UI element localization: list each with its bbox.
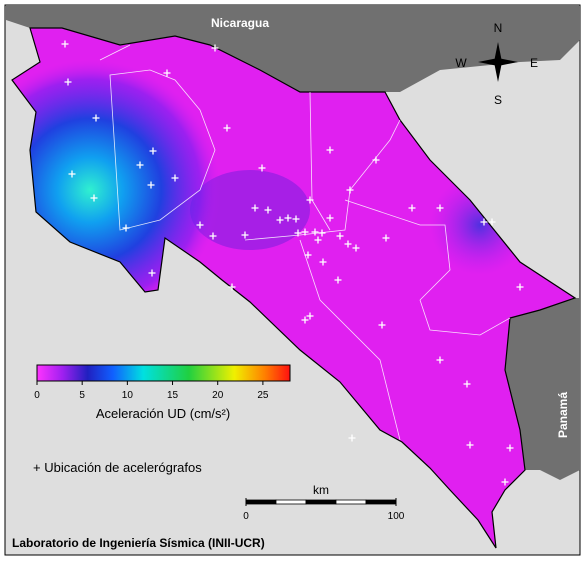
colorbar-tick-label: 20	[212, 390, 224, 401]
scale-bar: 0 100	[243, 498, 405, 522]
compass-rose	[478, 42, 518, 82]
scale-segment	[335, 499, 367, 505]
stations	[61, 40, 524, 486]
station-marker	[336, 232, 344, 240]
scale-segment	[275, 499, 307, 505]
station-marker	[326, 146, 334, 154]
scale-segment	[245, 499, 277, 505]
nicaragua-land	[6, 6, 580, 92]
station-marker	[466, 441, 474, 449]
station-marker	[334, 276, 342, 284]
station-marker	[90, 194, 98, 202]
colorbar-tick-label: 10	[122, 390, 134, 401]
station-marker	[346, 186, 354, 194]
station-marker	[408, 204, 416, 212]
station-marker	[251, 204, 259, 212]
compass-s: S	[494, 93, 502, 107]
station-marker	[122, 224, 130, 232]
station-marker	[348, 434, 356, 442]
country-label: Nicaragua	[211, 16, 269, 30]
scale-segment	[305, 499, 337, 505]
colorbar-ticks: 0 5 10 15 20 25	[34, 381, 269, 401]
station-marker	[276, 216, 284, 224]
station-marker	[436, 204, 444, 212]
station-marker	[136, 161, 144, 169]
station-marker	[294, 229, 302, 237]
station-marker	[436, 356, 444, 364]
country-label: Panamá	[556, 392, 570, 438]
station-marker	[292, 215, 300, 223]
station-marker	[61, 40, 69, 48]
station-marker	[171, 174, 179, 182]
station-marker	[378, 321, 386, 329]
scale-tick-label: 0	[243, 511, 249, 522]
station-marker	[209, 232, 217, 240]
station-marker	[344, 240, 352, 248]
station-marker	[148, 269, 156, 277]
station-marker	[301, 316, 309, 324]
station-marker	[196, 221, 204, 229]
colorbar-tick-label: 15	[167, 390, 179, 401]
compass-n: N	[494, 21, 503, 35]
station-marker	[372, 156, 380, 164]
station-marker	[318, 229, 326, 237]
compass-e: E	[530, 56, 538, 70]
station-marker	[228, 283, 236, 291]
station-marker	[264, 206, 272, 214]
station-marker	[284, 214, 292, 222]
station-marker	[488, 218, 496, 226]
station-marker	[241, 231, 249, 239]
scale-unit: km	[313, 483, 329, 497]
station-marker	[147, 181, 155, 189]
colorbar	[36, 364, 291, 382]
scale-segment	[365, 499, 397, 505]
station-marker	[223, 124, 231, 132]
station-marker	[314, 236, 322, 244]
station-marker	[501, 478, 509, 486]
footer: Laboratorio de Ingeniería Sísmica (INII-…	[12, 536, 265, 550]
station-marker	[319, 258, 327, 266]
station-marker	[301, 228, 309, 236]
station-marker	[306, 312, 314, 320]
station-marker	[64, 78, 72, 86]
station-marker	[68, 170, 76, 178]
colorbar-tick-label: 0	[34, 390, 40, 401]
compass-w: W	[455, 56, 467, 70]
station-marker	[463, 380, 471, 388]
colorbar-tick-label: 25	[257, 390, 269, 401]
compass: N S E W	[455, 21, 538, 107]
station-marker	[382, 234, 390, 242]
scale-tick-label: 100	[388, 511, 405, 522]
station-marker	[326, 214, 334, 222]
station-marker	[92, 114, 100, 122]
panama-land	[505, 298, 580, 480]
station-marker	[516, 283, 524, 291]
station-marker	[211, 44, 219, 52]
legend-station: + Ubicación de acelerógrafos	[33, 460, 202, 475]
colorbar-tick-label: 5	[79, 390, 85, 401]
station-marker	[311, 228, 319, 236]
station-marker	[304, 251, 312, 259]
station-marker	[258, 164, 266, 172]
station-marker	[506, 444, 514, 452]
station-marker	[306, 196, 314, 204]
station-marker	[480, 218, 488, 226]
colorbar-label: Aceleración UD (cm/s²)	[96, 406, 230, 421]
station-marker	[352, 244, 360, 252]
station-marker	[163, 69, 171, 77]
station-marker	[149, 147, 157, 155]
